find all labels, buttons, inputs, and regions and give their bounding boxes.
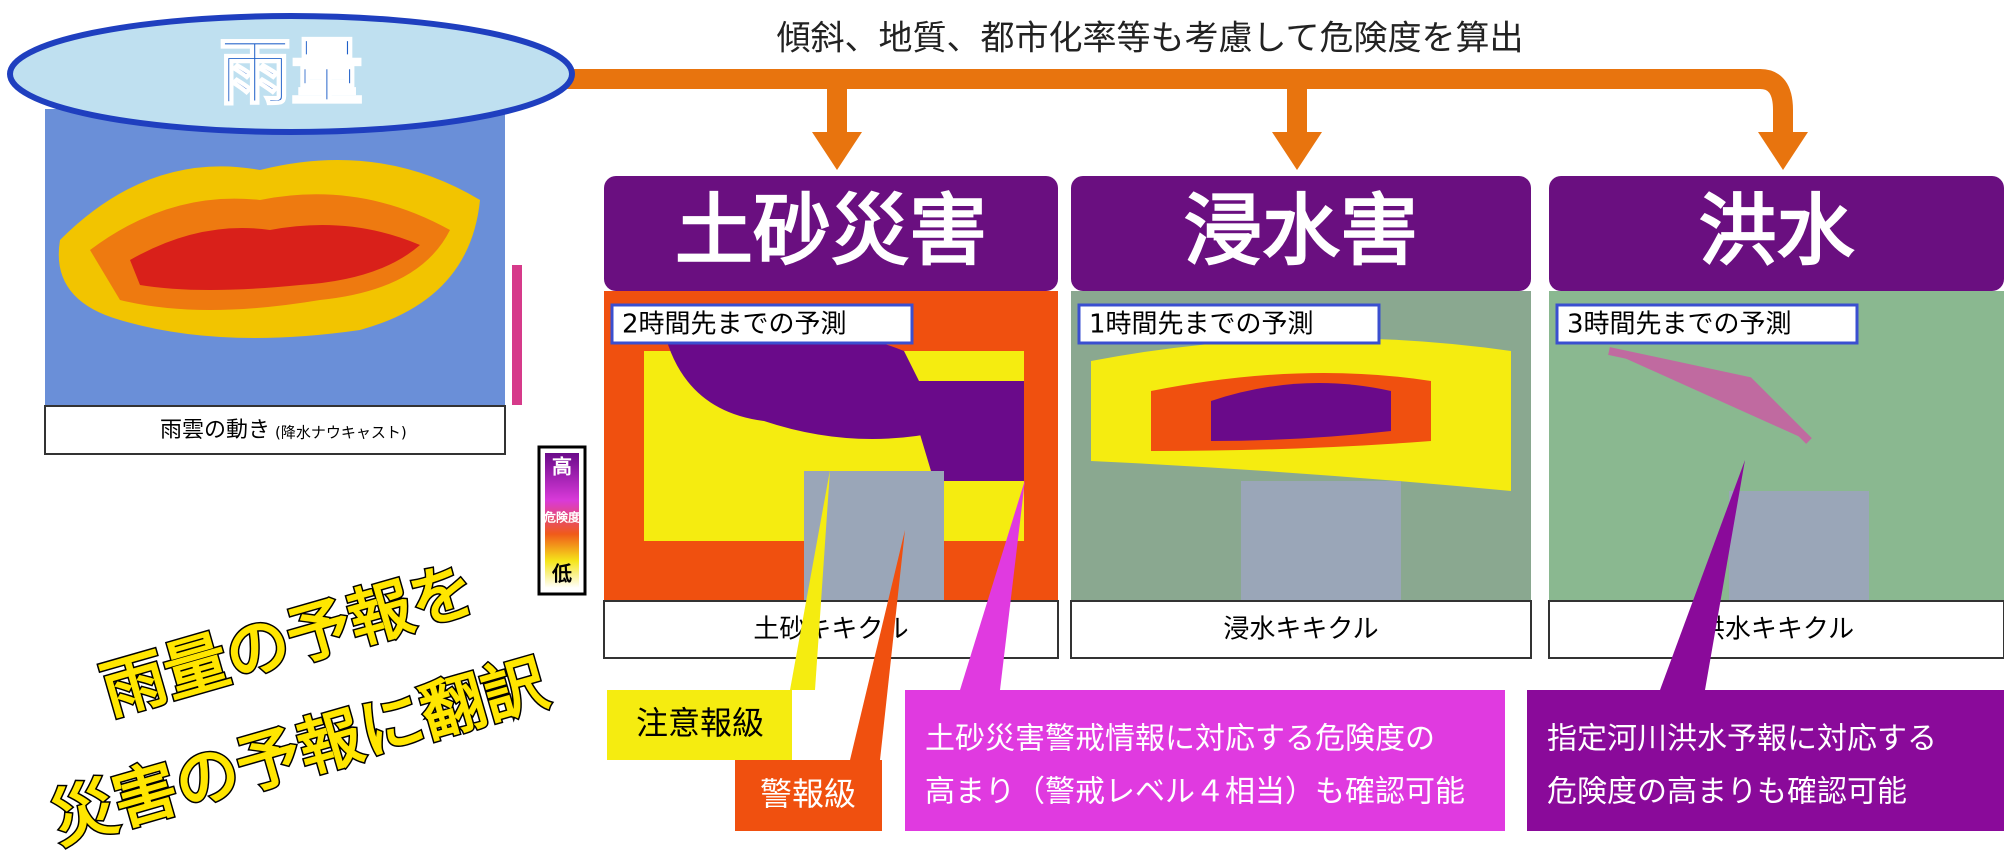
forecast-box xyxy=(610,303,914,345)
panel-header xyxy=(1549,176,2004,291)
callout-sediment: 土砂災害警戒情報に対応する危険度の xyxy=(925,722,1435,757)
top-note: 傾斜、地質、都市化率等も考慮して危険度を算出 xyxy=(777,19,1524,59)
arrow-heads xyxy=(812,132,1808,170)
panel-title: 洪水 xyxy=(1698,186,1855,276)
callouts: 注意報級 警報級 土砂災害警戒情報に対応する危険度の 高まり（警戒レベル４相当）… xyxy=(607,460,2004,831)
legend-mid: 危険度 xyxy=(543,510,581,525)
callout-warning: 警報級 xyxy=(760,775,856,813)
panel-title: 土砂災害 xyxy=(675,186,987,276)
legend-high: 高 xyxy=(552,455,572,479)
panel-name: 浸水キキクル xyxy=(1223,615,1378,645)
forecast-box xyxy=(1077,303,1381,345)
rain-caption: 雨雲の動き xyxy=(160,418,270,443)
panel-name: 洪水キキクル xyxy=(1699,615,1854,645)
map-area xyxy=(1211,383,1391,441)
callout-flood: 指定河川洪水予報に対応する xyxy=(1547,722,1937,757)
callout-caution: 注意報級 xyxy=(636,704,764,742)
slogan: 雨量の予報を 災害の予報に翻訳 xyxy=(42,551,559,860)
arrows xyxy=(560,69,1793,140)
forecast-box xyxy=(1555,303,1859,345)
rain-ellipse xyxy=(7,13,575,135)
rain-title: 雨量 xyxy=(219,31,363,115)
map-area xyxy=(1729,491,1869,601)
map-area xyxy=(1241,481,1401,601)
panel-header xyxy=(1071,176,1531,291)
rain-caption-sub: (降水ナウキャスト) xyxy=(275,424,407,442)
callout-sediment: 高まり（警戒レベル４相当）も確認可能 xyxy=(925,775,1465,810)
rain-map: 雨雲の動き (降水ナウキャスト) xyxy=(44,109,522,455)
panel-map xyxy=(604,291,1058,601)
panel-name-box xyxy=(1548,600,2004,659)
forecast-label: 2時間先までの予測 xyxy=(622,310,847,340)
map-area xyxy=(904,381,1024,481)
panel-header xyxy=(604,176,1058,291)
panel-name-box xyxy=(1070,600,1532,659)
risk-legend: 高 危険度 低 xyxy=(537,445,587,596)
map-area xyxy=(664,324,944,439)
map-area xyxy=(1608,347,1812,444)
legend-low: 低 xyxy=(551,562,572,586)
callout-flood: 危険度の高まりも確認可能 xyxy=(1547,775,1907,810)
map-area xyxy=(804,471,944,601)
panel-title: 浸水害 xyxy=(1184,186,1418,276)
forecast-label: 3時間先までの予測 xyxy=(1567,310,1792,340)
forecast-label: 1時間先までの予測 xyxy=(1089,310,1314,340)
panels: 土砂災害2時間先までの予測土砂キキクル浸水害1時間先までの予測浸水キキクル洪水3… xyxy=(603,176,2004,659)
panel-map xyxy=(1549,291,2004,601)
panel-map xyxy=(1071,291,1531,601)
